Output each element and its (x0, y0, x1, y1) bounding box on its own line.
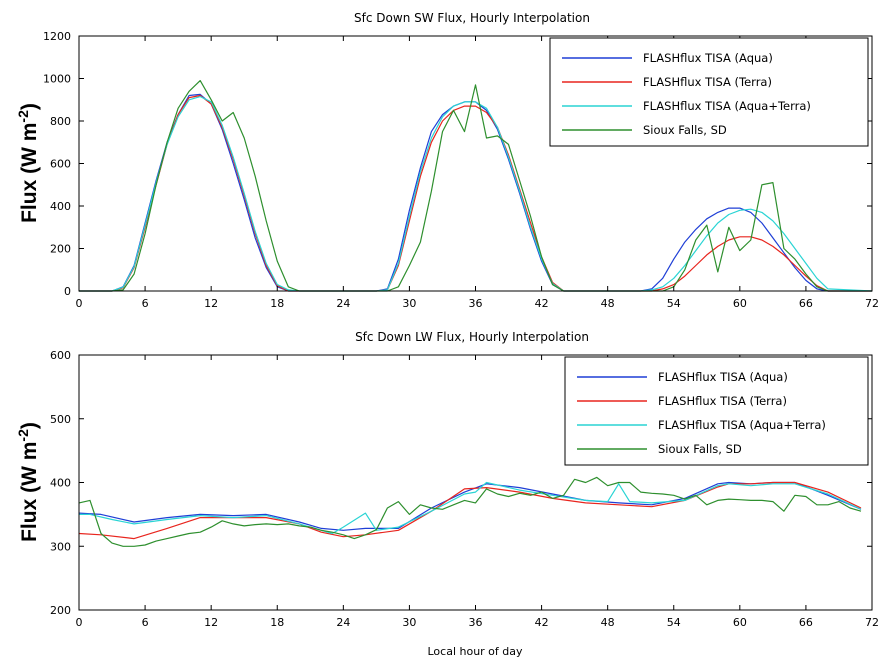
lw-series-line-3 (79, 481, 862, 535)
lw-legend-label-1: FLASHflux TISA (Aqua) (658, 370, 788, 384)
lw-x-tick-label: 72 (865, 616, 879, 629)
lw-x-tick-label: 54 (667, 616, 681, 629)
sw-chart-title: Sfc Down SW Flux, Hourly Interpolation (354, 11, 590, 25)
lw-y-tick-label: 300 (50, 540, 71, 553)
sw-y-tick-label: 800 (50, 115, 71, 128)
sw-x-tick-label: 66 (799, 297, 813, 310)
lw-x-tick-label: 48 (601, 616, 615, 629)
sw-y-tick-label: 400 (50, 200, 71, 213)
lw-x-tick-label: 24 (336, 616, 350, 629)
sw-x-tick-label: 72 (865, 297, 879, 310)
sw-legend-label-4: Sioux Falls, SD (643, 123, 727, 137)
sw-x-tick-label: 24 (336, 297, 350, 310)
lw-y-tick-label: 500 (50, 413, 71, 426)
lw-y-axis-label: Flux (W m-2) (15, 422, 41, 542)
lw-y-tick-label: 200 (50, 604, 71, 617)
lw-x-axis-label: Local hour of day (427, 645, 523, 658)
sw-legend-label-3: FLASHflux TISA (Aqua+Terra) (643, 99, 811, 113)
sw-y-tick-label: 1200 (43, 30, 71, 43)
lw-x-tick-label: 60 (733, 616, 747, 629)
lw-x-tick-label: 30 (402, 616, 416, 629)
sw-x-tick-label: 0 (76, 297, 83, 310)
lw-series-line-4 (78, 476, 862, 547)
sw-y-tick-label: 0 (64, 285, 71, 298)
sw-y-tick-label: 1000 (43, 73, 71, 86)
lw-legend-label-2: FLASHflux TISA (Terra) (658, 394, 787, 408)
sw-flux-panel: Sfc Down SW Flux, Hourly Interpolation F… (15, 11, 879, 310)
sw-series-line-3 (79, 95, 873, 292)
lw-x-tick-label: 66 (799, 616, 813, 629)
lw-x-tick-label: 0 (76, 616, 83, 629)
sw-x-tick-label: 36 (469, 297, 483, 310)
sw-x-tick-label: 12 (204, 297, 218, 310)
lw-x-tick-label: 18 (270, 616, 284, 629)
lw-y-tick-label: 400 (50, 477, 71, 490)
sw-x-tick-label: 6 (142, 297, 149, 310)
sw-series-line-4 (79, 79, 872, 292)
lw-x-tick-label: 36 (469, 616, 483, 629)
lw-series-line-1 (78, 481, 862, 531)
lw-chart-title: Sfc Down LW Flux, Hourly Interpolation (355, 330, 589, 344)
sw-x-tick-label: 48 (601, 297, 615, 310)
lw-series-line-2 (78, 481, 862, 540)
sw-x-tick-label: 18 (270, 297, 284, 310)
sw-legend-label-2: FLASHflux TISA (Terra) (643, 75, 772, 89)
sw-legend-box (549, 37, 869, 147)
lw-flux-panel: Sfc Down LW Flux, Hourly Interpolation F… (15, 330, 879, 658)
lw-x-tick-label: 12 (204, 616, 218, 629)
sw-x-tick-label: 30 (402, 297, 416, 310)
sw-x-tick-label: 60 (733, 297, 747, 310)
lw-legend-label-4: Sioux Falls, SD (658, 442, 742, 456)
sw-legend-label-1: FLASHflux TISA (Aqua) (643, 51, 773, 65)
lw-y-tick-label: 600 (50, 349, 71, 362)
lw-x-tick-label: 6 (142, 616, 149, 629)
sw-x-tick-label: 54 (667, 297, 681, 310)
sw-y-tick-label: 600 (50, 158, 71, 171)
sw-y-axis-label: Flux (W m-2) (15, 103, 41, 223)
sw-legend: FLASHflux TISA (Aqua) FLASHflux TISA (Ter… (549, 37, 869, 147)
lw-legend: FLASHflux TISA (Aqua) FLASHflux TISA (Ter… (564, 356, 869, 466)
sw-x-tick-label: 42 (535, 297, 549, 310)
sw-y-tick-label: 200 (50, 243, 71, 256)
lw-legend-label-3: FLASHflux TISA (Aqua+Terra) (658, 418, 826, 432)
lw-x-tick-label: 42 (535, 616, 549, 629)
lw-legend-box (564, 356, 869, 466)
